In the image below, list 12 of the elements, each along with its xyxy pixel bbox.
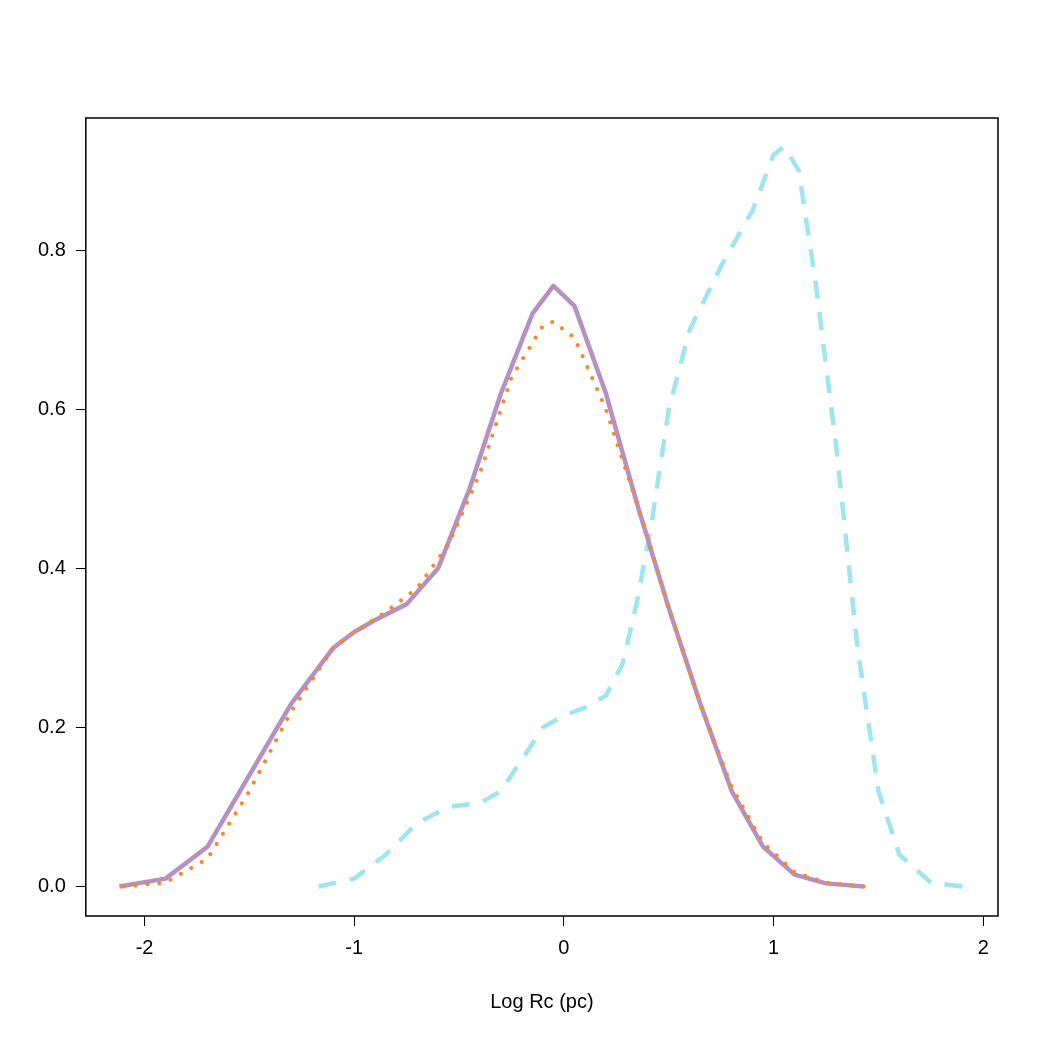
y-tick-label: 0.2 [37, 714, 66, 737]
line-series [316, 144, 965, 889]
x-tick-label: 1 [768, 935, 780, 958]
x-tick-label: 0 [558, 935, 570, 958]
x-tick-label: -1 [345, 935, 364, 958]
y-tick-label: 0.0 [37, 874, 66, 897]
y-tick-label: 0.8 [37, 237, 66, 260]
x-axis-title: Log Rc (pc) [490, 989, 594, 1012]
y-tick-label: 0.6 [37, 396, 66, 419]
x-tick-label: -2 [135, 935, 154, 958]
x-tick-label: 2 [977, 935, 989, 958]
y-tick-label: 0.4 [37, 555, 66, 578]
